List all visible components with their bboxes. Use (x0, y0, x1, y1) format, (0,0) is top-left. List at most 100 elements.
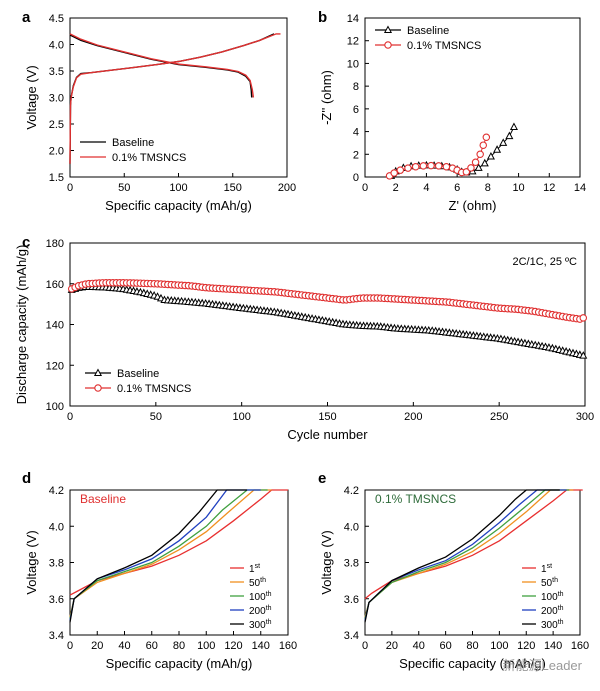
y-tick-label: 8 (353, 81, 359, 93)
data-point-triangle (493, 145, 502, 153)
data-point-circle (442, 163, 451, 171)
legend-superscript: th (558, 605, 564, 612)
series-line-cycle-100 (364, 489, 570, 619)
y-tick-label: 2 (353, 149, 359, 161)
x-tick-label: 60 (146, 640, 158, 652)
legend-cycle-number: 300 (249, 620, 266, 631)
y-tick-label: 180 (46, 238, 64, 250)
x-tick-label: 200 (278, 182, 296, 194)
data-point-circle (396, 166, 405, 174)
x-tick-label: 0 (67, 411, 73, 423)
y-tick-label: 10 (347, 58, 359, 70)
legend-superscript: th (558, 591, 564, 598)
y-tick-label: 4.2 (49, 485, 64, 497)
x-axis-label: Specific capacity (mAh/g) (106, 656, 253, 671)
legend-label: 50th (541, 577, 558, 589)
panel-letter-e: e (318, 470, 326, 487)
x-tick-label: 120 (224, 640, 242, 652)
watermark: 新能源Leader (503, 658, 583, 673)
y-tick-label: 3.5 (49, 66, 64, 78)
x-tick-label: 4 (423, 182, 429, 194)
series-line-charge (69, 33, 275, 164)
y-axis-label: Voltage (V) (319, 530, 334, 594)
legend-superscript: st (255, 563, 261, 570)
legend-cycle-number: 50 (541, 578, 553, 589)
x-tick-label: 12 (543, 182, 555, 194)
y-axis-label: Voltage (V) (24, 65, 39, 129)
x-tick-label: 100 (490, 640, 508, 652)
x-axis-label: Z' (ohm) (449, 198, 497, 213)
x-tick-label: 140 (544, 640, 562, 652)
y-tick-label: 12 (347, 36, 359, 48)
series-tmsncs (67, 278, 588, 323)
x-tick-label: 80 (466, 640, 478, 652)
y-tick-label: 4 (353, 127, 359, 139)
legend-label: 200th (541, 605, 564, 617)
x-tick-label: 20 (386, 640, 398, 652)
x-tick-label: 200 (404, 411, 422, 423)
legend-label: 50th (249, 577, 266, 589)
data-point-triangle (499, 138, 508, 146)
data-point-triangle (474, 163, 483, 171)
x-tick-label: 50 (150, 411, 162, 423)
y-tick-label: 100 (46, 401, 64, 413)
x-tick-label: 2 (393, 182, 399, 194)
panel-letter-c: c (22, 234, 30, 251)
data-point-triangle (486, 151, 495, 160)
legend-label: Baseline (117, 368, 159, 380)
x-tick-label: 0 (67, 182, 73, 194)
legend-label: 0.1% TMSNCS (407, 40, 481, 52)
y-tick-label: 1.5 (49, 172, 64, 184)
y-tick-label: 140 (46, 320, 64, 332)
x-tick-label: 300 (576, 411, 594, 423)
data-point-circle (462, 168, 471, 176)
x-tick-label: 20 (91, 640, 103, 652)
data-point-circle (471, 158, 480, 166)
panel-c: 0 50 100 150 200 250 300 100 120 140 160 180 Cycle n… (14, 238, 594, 442)
data-point-circle (427, 161, 435, 170)
data-point-circle (479, 141, 487, 149)
y-tick-label: 4.5 (49, 13, 64, 25)
series-tmsncs (385, 133, 491, 180)
series-line-cycle-50 (69, 489, 272, 618)
x-tick-label: 150 (318, 411, 336, 423)
series-line-cycle-100 (69, 489, 268, 619)
x-tick-label: 40 (413, 640, 425, 652)
x-tick-label: 140 (252, 640, 270, 652)
x-tick-label: 150 (224, 182, 242, 194)
legend-cycle-number: 100 (249, 592, 266, 603)
data-point-circle (94, 384, 102, 392)
y-tick-label: 6 (353, 104, 359, 116)
legend-superscript: th (260, 577, 266, 584)
y-tick-label: 4.2 (344, 485, 359, 497)
panel-letter-b: b (318, 9, 327, 26)
x-axis-label: Specific capacity (mAh/g) (399, 656, 546, 671)
annotation-condition: 2C/1C, 25 ºC (512, 256, 577, 268)
plot-frame (364, 17, 581, 178)
legend-label: Baseline (112, 137, 154, 149)
x-tick-label: 120 (517, 640, 535, 652)
y-axis-label: Voltage (V) (24, 530, 39, 594)
x-tick-label: 8 (485, 182, 491, 194)
data-point-circle (384, 41, 392, 49)
y-tick-label: 2.5 (49, 119, 64, 131)
legend-cycle-number: 50 (249, 578, 261, 589)
x-tick-label: 0 (362, 640, 368, 652)
legend-label: 300th (249, 619, 272, 631)
y-tick-label: 0 (353, 172, 359, 184)
x-tick-label: 160 (279, 640, 297, 652)
x-tick-label: 0 (362, 182, 368, 194)
data-point-triangle (480, 158, 489, 167)
panel-label: Baseline (80, 492, 126, 506)
x-tick-label: 250 (490, 411, 508, 423)
x-tick-label: 50 (118, 182, 130, 194)
panel-letter-d: d (22, 470, 31, 487)
x-tick-label: 160 (571, 640, 589, 652)
y-tick-label: 3.0 (49, 93, 64, 105)
x-tick-label: 10 (512, 182, 524, 194)
y-tick-label: 4.0 (49, 40, 64, 52)
legend-superscript: th (266, 605, 272, 612)
data-point-circle (434, 162, 443, 170)
legend-cycle-number: 200 (249, 606, 266, 617)
